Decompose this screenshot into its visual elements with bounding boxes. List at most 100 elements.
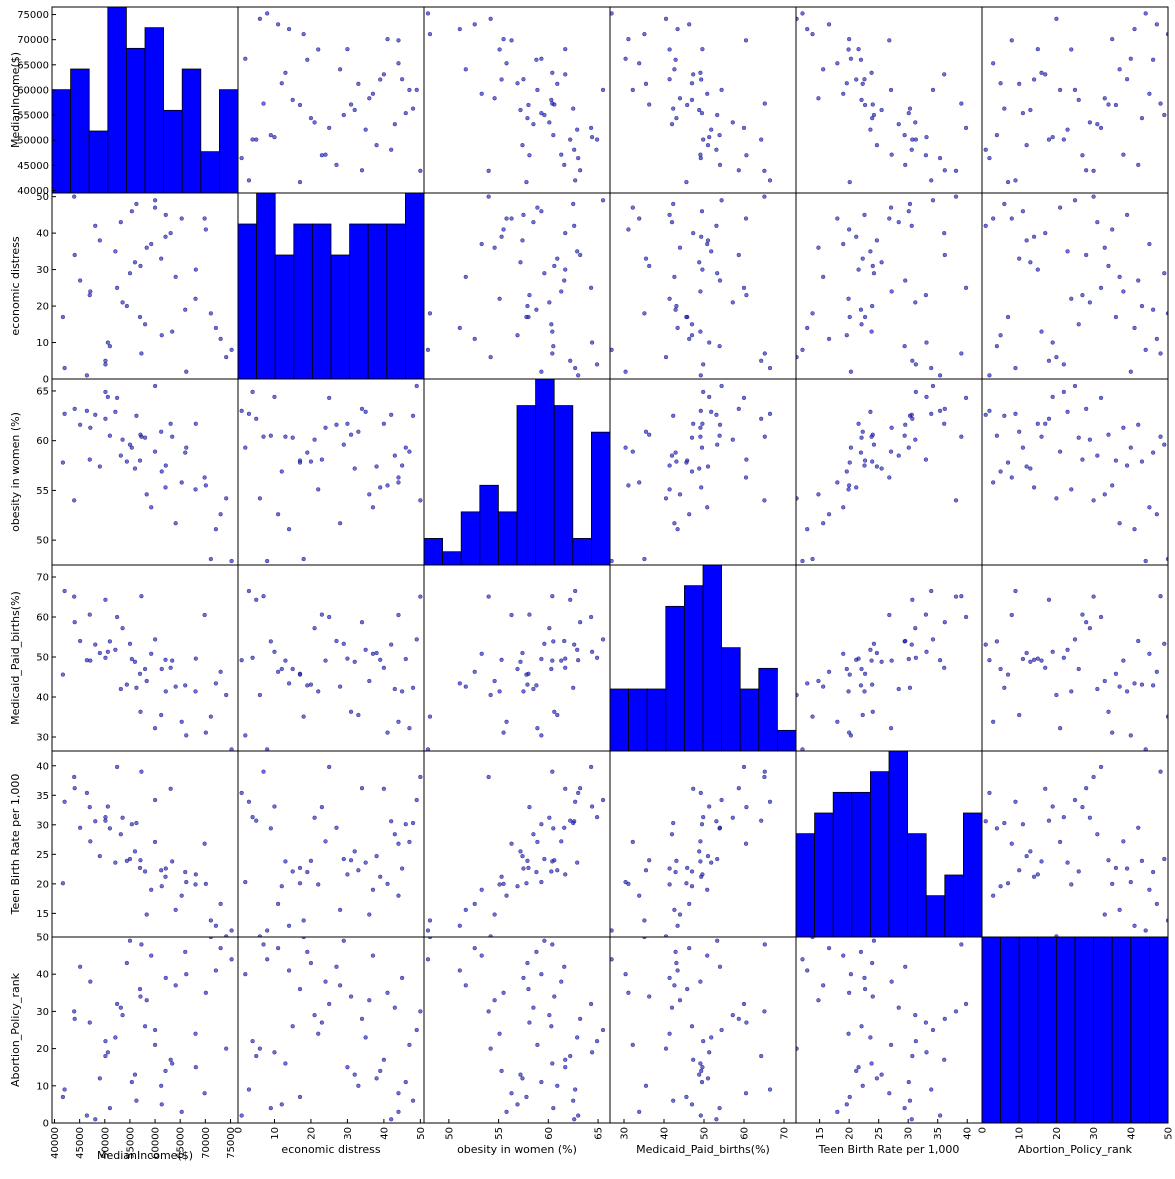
- scatter-point: [953, 194, 959, 199]
- scatter-point: [297, 672, 303, 677]
- scatter-point: [1151, 307, 1156, 312]
- scatter-point: [396, 1109, 401, 1114]
- scatter-point: [871, 271, 877, 276]
- scatter-point: [1091, 774, 1096, 780]
- scatter-point: [576, 373, 581, 378]
- x-tick-label: 60: [740, 1127, 751, 1140]
- panel-frame: [981, 564, 1169, 752]
- scatter-point: [1043, 786, 1048, 791]
- scatter-point: [414, 797, 419, 803]
- scatter-point: [1024, 650, 1029, 656]
- panel-2-0: [51, 378, 239, 566]
- scatter-point: [847, 227, 852, 232]
- scatter-point: [687, 22, 692, 27]
- scatter-point: [610, 11, 614, 16]
- panel-content: [983, 11, 1168, 185]
- panel-0-2: [423, 6, 611, 194]
- scatter-point: [1065, 860, 1070, 865]
- scatter-point: [858, 57, 864, 62]
- scatter-point: [1154, 336, 1159, 341]
- scatter-point: [903, 278, 908, 283]
- scatter-point: [524, 1094, 529, 1100]
- scatter-point: [698, 859, 703, 864]
- scatter-point: [396, 475, 401, 480]
- scatter-point: [1132, 325, 1137, 331]
- scatter-point: [203, 227, 208, 232]
- scatter-point: [568, 137, 573, 142]
- scatter-point: [714, 819, 719, 824]
- scatter-point: [345, 872, 350, 877]
- scatter-point: [844, 469, 849, 474]
- scatter-point: [103, 597, 108, 602]
- scatter-point: [509, 216, 514, 221]
- scatter-point: [924, 649, 929, 654]
- x-tick-label: 0: [234, 1127, 245, 1133]
- scatter-point: [103, 416, 108, 421]
- scatter-point: [663, 355, 669, 360]
- scatter-point: [1072, 198, 1078, 203]
- scatter-point: [930, 383, 936, 389]
- panel-1-2: [423, 192, 611, 380]
- scatter-point: [699, 209, 705, 214]
- scatter-point: [701, 1039, 706, 1044]
- scatter-point: [527, 153, 532, 158]
- y-tick-label: 65: [36, 386, 49, 397]
- y-axis-label-medicaid-paid-births: Medicaid_Paid_births(%): [9, 591, 22, 725]
- panel-2-2: [423, 378, 611, 566]
- scatter-point: [272, 1050, 277, 1055]
- scatter-point: [643, 868, 649, 873]
- scatter-point: [312, 626, 317, 631]
- scatter-point: [159, 884, 164, 889]
- hist-bar: [1056, 937, 1076, 1123]
- scatter-point: [103, 1053, 108, 1059]
- scatter-point: [1110, 881, 1115, 886]
- scatter-point: [906, 209, 911, 214]
- scatter-point: [889, 425, 894, 430]
- scatter-point: [847, 1094, 852, 1100]
- scatter-point: [717, 133, 722, 138]
- scatter-point: [352, 1072, 357, 1077]
- scatter-point: [1076, 435, 1081, 440]
- scatter-point: [913, 1039, 918, 1044]
- scatter-point: [550, 658, 555, 663]
- scatter-point: [356, 868, 361, 873]
- scatter-point: [356, 712, 361, 718]
- scatter-point: [312, 437, 317, 442]
- scatter-point: [1124, 866, 1130, 871]
- y-tick-label: 50: [36, 536, 49, 547]
- scatter-point: [1091, 594, 1096, 599]
- scatter-point: [472, 946, 477, 951]
- scatter-point: [1024, 238, 1029, 243]
- scatter-point: [715, 112, 720, 118]
- scatter-point: [418, 774, 423, 780]
- scatter-point: [243, 972, 248, 977]
- scatter-point: [425, 747, 431, 751]
- scatter-point: [316, 882, 321, 887]
- scatter-point: [626, 990, 631, 995]
- scatter-point: [862, 314, 868, 320]
- x-tick-label: 60: [544, 1127, 555, 1140]
- hist-bar: [311, 223, 332, 379]
- scatter-point: [137, 865, 143, 871]
- scatter-point: [218, 946, 223, 951]
- scatter-point: [1054, 934, 1059, 937]
- scatter-point: [254, 137, 259, 142]
- scatter-point: [1143, 347, 1148, 352]
- scatter-point: [697, 1072, 702, 1077]
- panel-content: [425, 764, 606, 937]
- scatter-point: [741, 395, 747, 400]
- scatter-point: [563, 872, 568, 877]
- scatter-point: [163, 1068, 168, 1074]
- scatter-point: [572, 642, 577, 647]
- panel-content: [239, 764, 423, 937]
- scatter-point: [479, 887, 484, 892]
- scatter-point: [983, 642, 988, 647]
- x-tick-label: 15: [815, 1127, 826, 1140]
- scatter-point: [520, 1076, 525, 1081]
- scatter-point: [1121, 658, 1126, 663]
- panel-4-5: [981, 750, 1169, 938]
- scatter-point: [700, 47, 705, 52]
- scatter-point: [535, 1042, 540, 1047]
- scatter-point: [184, 733, 189, 738]
- scatter-point: [826, 22, 832, 27]
